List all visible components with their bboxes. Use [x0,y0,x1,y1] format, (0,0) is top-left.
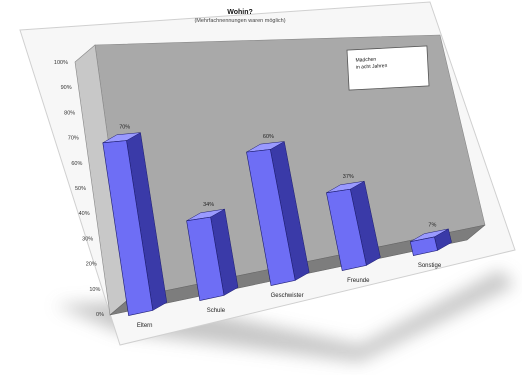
bar: 70% [102,125,168,316]
bar-front-face [246,149,296,286]
bar: 60% [246,134,310,286]
category-label: Eltern [137,323,153,329]
y-tick-label: 30% [82,236,93,242]
chart-subtitle: (Mehrfachnennungen waren möglich) [194,18,285,24]
bars: 70% 34% 60% 37% 7% [102,125,452,316]
bar-data-label: 60% [263,134,274,140]
y-tick-label: 0% [96,312,104,318]
bar-data-label: 37% [343,174,354,180]
bar-data-label: 34% [203,202,214,208]
bar: 34% [186,202,239,301]
y-tick-label: 40% [79,211,90,217]
y-tick-label: 20% [86,262,97,268]
y-axis-ticks: 0% 10% 20% 30% 40% 50% 60% 70% 80% 90% 100% [54,60,104,318]
bar-data-label: 70% [119,125,130,131]
legend-entry-2: in acht Jahren [356,63,388,71]
y-tick-label: 100% [54,60,68,66]
y-tick-label: 90% [61,85,72,91]
category-label: Geschwister [271,293,304,299]
bar-front-face [102,140,154,316]
bar-front-face [186,216,225,301]
legend: Mädchen in acht Jahren [346,45,430,91]
bar-front-face [326,188,367,271]
bar: 37% [326,174,381,271]
category-labels: Eltern Schule Geschwister Freunde Sonstige [137,263,442,329]
y-tick-label: 10% [89,287,100,293]
bar-front-face [409,236,438,256]
bar: 7% [409,222,452,256]
category-label: Freunde [347,278,370,284]
y-tick-label: 80% [64,110,75,116]
category-label: Sonstige [418,263,442,269]
paper-shadow [55,270,515,362]
y-tick-label: 60% [71,161,82,167]
y-tick-label: 50% [75,186,86,192]
chart-title: Wohin? [227,9,253,16]
legend-entry-1: Mädchen [355,57,376,64]
category-label: Schule [207,308,226,314]
y-tick-label: 70% [68,136,79,142]
bar-data-label: 7% [428,222,436,228]
